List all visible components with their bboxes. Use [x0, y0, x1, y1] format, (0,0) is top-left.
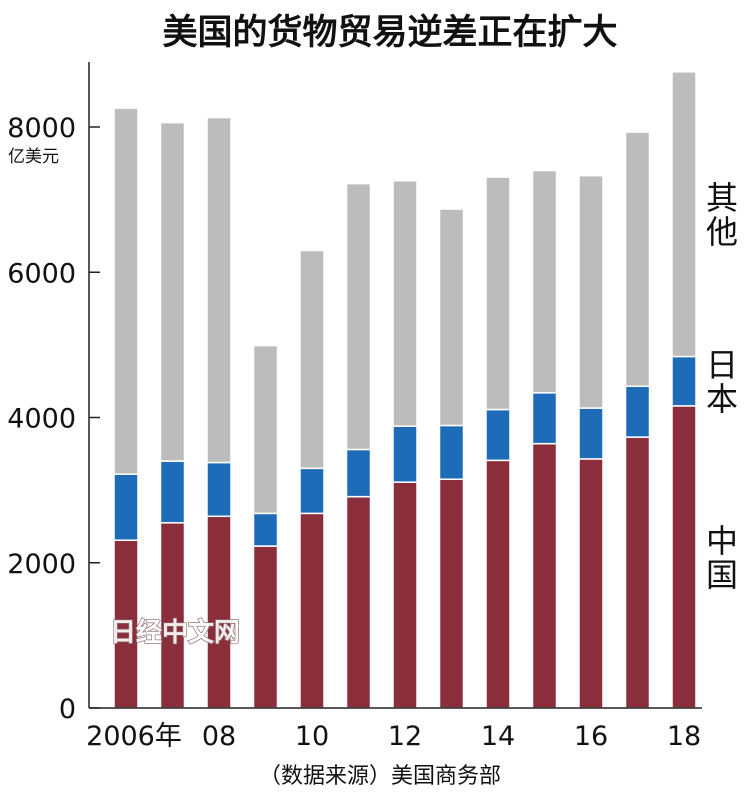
bar-segment-2016-中国 — [578, 458, 604, 709]
bar-segment-2015-日本 — [531, 392, 558, 445]
bar-segment-2015-中国 — [531, 442, 558, 709]
bar-segment-2016-其他 — [578, 174, 604, 409]
bar-segment-2007-中国 — [159, 522, 186, 709]
bar-segment-2008-日本 — [206, 461, 232, 518]
legend-label-其他: 他 — [706, 213, 738, 251]
legend-label-中国: 中 — [706, 522, 738, 560]
bar-segment-2018-其他 — [671, 71, 697, 358]
y-tick-label: 2000 — [7, 549, 76, 580]
bar-segment-2017-中国 — [624, 436, 651, 709]
x-axis: 2006年 08 10 12 14 16 18 — [86, 721, 701, 752]
watermark: 日经中文网 — [110, 617, 240, 648]
bar-segment-2010-其他 — [299, 249, 325, 470]
bar-segment-2013-其他 — [438, 208, 465, 427]
bar-segment-2016-日本 — [578, 407, 604, 460]
bar-segment-2011-中国 — [345, 495, 372, 709]
bars-group — [113, 71, 697, 709]
bar-segment-2011-日本 — [345, 448, 372, 498]
bar-segment-2011-其他 — [345, 182, 372, 451]
bar-segment-2017-其他 — [624, 131, 651, 388]
bar-segment-2006-其他 — [113, 107, 139, 475]
bar-segment-2014-日本 — [485, 408, 511, 462]
x-tick-label: 10 — [295, 721, 329, 752]
bar-segment-2006-日本 — [113, 473, 139, 541]
bar-segment-2014-其他 — [485, 176, 511, 411]
bar-segment-2014-中国 — [485, 459, 511, 709]
y-tick-label: 8000 — [7, 113, 76, 144]
bar-segment-2013-中国 — [438, 478, 465, 709]
bar-segment-2010-中国 — [299, 512, 325, 709]
bar-segment-2012-其他 — [392, 179, 418, 427]
bar-segment-2009-日本 — [252, 512, 279, 547]
legend-label-中国: 国 — [706, 556, 738, 594]
y-tick-label: 4000 — [7, 404, 76, 435]
bar-segment-2009-中国 — [252, 545, 279, 709]
x-tick-label: 08 — [202, 721, 236, 752]
x-tick-label: 12 — [388, 721, 422, 752]
y-tick-label: 6000 — [7, 258, 76, 289]
bar-segment-2009-其他 — [252, 344, 279, 515]
x-tick-label: 2006年 — [86, 721, 182, 752]
x-tick-label: 18 — [667, 721, 701, 752]
y-tick-label: 0 — [59, 694, 76, 725]
chart-title: 美国的货物贸易逆差正在扩大 — [162, 13, 617, 53]
bar-segment-2008-中国 — [206, 515, 232, 709]
legend-label-日本: 本 — [706, 380, 738, 418]
bar-segment-2017-日本 — [624, 385, 651, 438]
x-tick-label: 14 — [481, 721, 515, 752]
bar-segment-2018-中国 — [671, 405, 697, 709]
legend-label-日本: 日 — [706, 346, 738, 384]
bar-segment-2013-日本 — [438, 424, 465, 480]
bar-segment-2010-日本 — [299, 467, 325, 515]
legend-label-其他: 其 — [706, 179, 738, 217]
x-tick-label: 16 — [574, 721, 608, 752]
y-unit-label: 亿美元 — [8, 147, 59, 167]
bar-segment-2007-其他 — [159, 121, 186, 462]
source-note: （数据来源）美国商务部 — [259, 764, 501, 789]
bar-segment-2018-日本 — [671, 355, 697, 407]
bar-segment-2007-日本 — [159, 460, 186, 524]
bar-segment-2012-日本 — [392, 425, 418, 483]
bar-segment-2006-中国 — [113, 539, 139, 709]
bar-segment-2012-中国 — [392, 481, 418, 709]
y-axis: 0 2000 4000 6000 8000 — [7, 113, 100, 725]
bar-segment-2008-其他 — [206, 116, 232, 464]
bar-segment-2015-其他 — [531, 169, 558, 394]
